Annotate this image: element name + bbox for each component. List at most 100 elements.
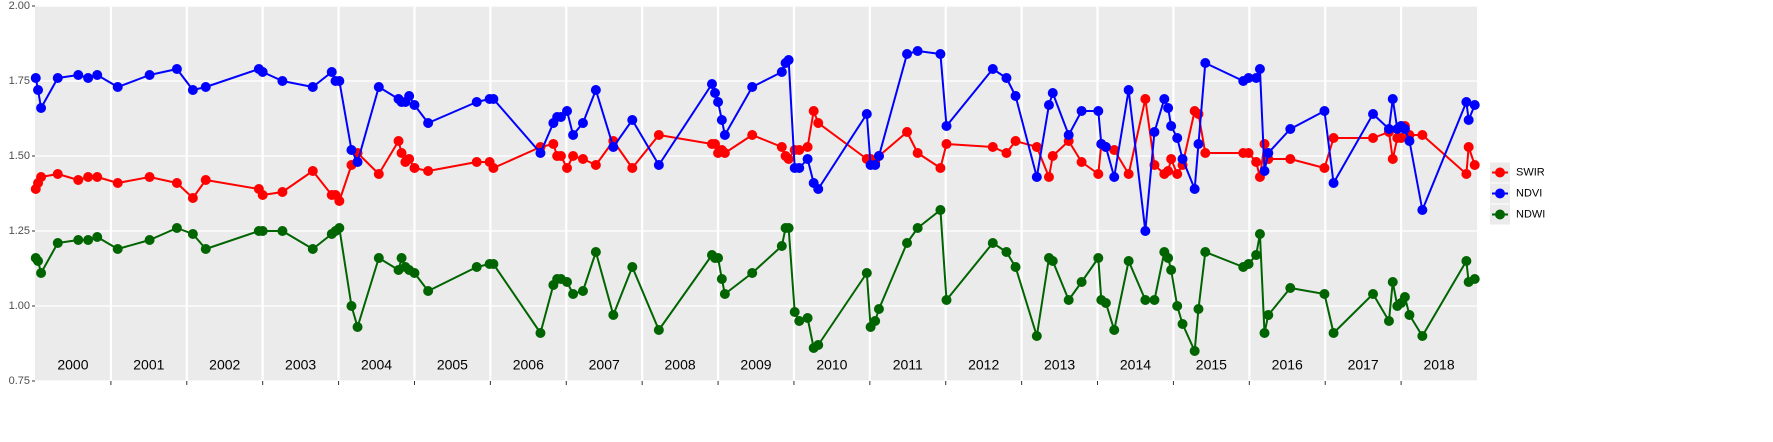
data-point bbox=[200, 244, 211, 254]
year-label: 2015 bbox=[1196, 357, 1227, 373]
data-point bbox=[1100, 142, 1111, 152]
year-label: 2000 bbox=[57, 357, 88, 373]
data-point bbox=[1163, 103, 1174, 113]
data-point bbox=[776, 142, 787, 152]
y-tick-label: 1.75 bbox=[9, 75, 30, 87]
data-point bbox=[334, 76, 345, 86]
data-point bbox=[112, 178, 123, 188]
data-point bbox=[1172, 301, 1183, 311]
data-point bbox=[92, 70, 103, 80]
data-point bbox=[555, 112, 566, 122]
data-point bbox=[941, 139, 952, 149]
year-label: 2005 bbox=[437, 357, 468, 373]
year-label: 2002 bbox=[209, 357, 240, 373]
data-point bbox=[861, 109, 872, 119]
data-point bbox=[873, 151, 884, 161]
data-point bbox=[409, 163, 420, 173]
year-label: 2010 bbox=[816, 357, 847, 373]
data-point bbox=[1251, 73, 1262, 83]
legend-label: NDWI bbox=[1516, 208, 1545, 220]
data-point bbox=[373, 253, 384, 263]
data-point bbox=[1140, 94, 1151, 104]
data-point bbox=[334, 223, 345, 233]
data-point bbox=[912, 223, 923, 233]
data-point bbox=[92, 232, 103, 242]
data-point bbox=[404, 154, 415, 164]
data-point bbox=[1368, 109, 1379, 119]
data-point bbox=[710, 139, 721, 149]
data-point bbox=[935, 163, 946, 173]
data-point bbox=[112, 82, 123, 92]
data-point bbox=[471, 157, 482, 167]
data-point bbox=[1109, 172, 1120, 182]
data-point bbox=[783, 223, 794, 233]
data-point bbox=[1031, 142, 1042, 152]
data-point bbox=[802, 313, 813, 323]
data-point bbox=[1076, 106, 1087, 116]
data-point bbox=[1319, 163, 1330, 173]
data-point bbox=[783, 55, 794, 65]
data-point bbox=[1417, 205, 1428, 215]
data-point bbox=[1166, 265, 1177, 275]
data-point bbox=[1001, 247, 1012, 257]
data-point bbox=[1063, 295, 1074, 305]
data-point bbox=[1043, 100, 1054, 110]
data-point bbox=[902, 127, 913, 137]
data-point bbox=[1383, 316, 1394, 326]
data-point bbox=[719, 148, 730, 158]
data-point bbox=[710, 88, 721, 98]
data-point bbox=[577, 118, 588, 128]
data-point bbox=[627, 115, 638, 125]
data-point bbox=[488, 259, 499, 269]
data-point bbox=[719, 289, 730, 299]
data-point bbox=[352, 322, 363, 332]
data-point bbox=[941, 121, 952, 131]
data-point bbox=[1100, 298, 1111, 308]
data-point bbox=[1172, 133, 1183, 143]
data-point bbox=[1404, 136, 1415, 146]
data-point bbox=[1149, 127, 1160, 137]
legend: SWIR NDVI NDWI bbox=[1490, 162, 1545, 225]
data-point bbox=[562, 163, 573, 173]
data-point bbox=[1328, 178, 1339, 188]
data-point bbox=[83, 73, 94, 83]
data-point bbox=[577, 154, 588, 164]
data-point bbox=[1243, 73, 1254, 83]
data-point bbox=[307, 166, 318, 176]
data-point bbox=[1263, 148, 1274, 158]
data-point bbox=[83, 172, 94, 182]
data-point bbox=[1319, 289, 1330, 299]
data-point bbox=[1285, 154, 1296, 164]
data-point bbox=[1076, 277, 1087, 287]
data-point bbox=[1319, 106, 1330, 116]
data-point bbox=[713, 97, 724, 107]
data-point bbox=[1093, 253, 1104, 263]
year-label: 2017 bbox=[1348, 357, 1379, 373]
data-point bbox=[1285, 283, 1296, 293]
data-point bbox=[568, 289, 579, 299]
data-point bbox=[187, 193, 198, 203]
data-point bbox=[794, 316, 805, 326]
data-point bbox=[409, 100, 420, 110]
data-point bbox=[36, 103, 47, 113]
data-point bbox=[171, 178, 182, 188]
legend-point bbox=[1495, 209, 1505, 220]
data-point bbox=[1163, 166, 1174, 176]
data-point bbox=[373, 169, 384, 179]
data-point bbox=[653, 325, 664, 335]
data-point bbox=[577, 286, 588, 296]
data-point bbox=[200, 82, 211, 92]
data-point bbox=[373, 82, 384, 92]
data-point bbox=[935, 49, 946, 59]
data-point bbox=[568, 130, 579, 140]
year-label: 2004 bbox=[361, 357, 392, 373]
data-point bbox=[1461, 97, 1472, 107]
data-point bbox=[1399, 124, 1410, 134]
data-point bbox=[404, 91, 415, 101]
data-point bbox=[1387, 154, 1398, 164]
data-point bbox=[1399, 292, 1410, 302]
data-point bbox=[1328, 133, 1339, 143]
data-point bbox=[590, 85, 601, 95]
